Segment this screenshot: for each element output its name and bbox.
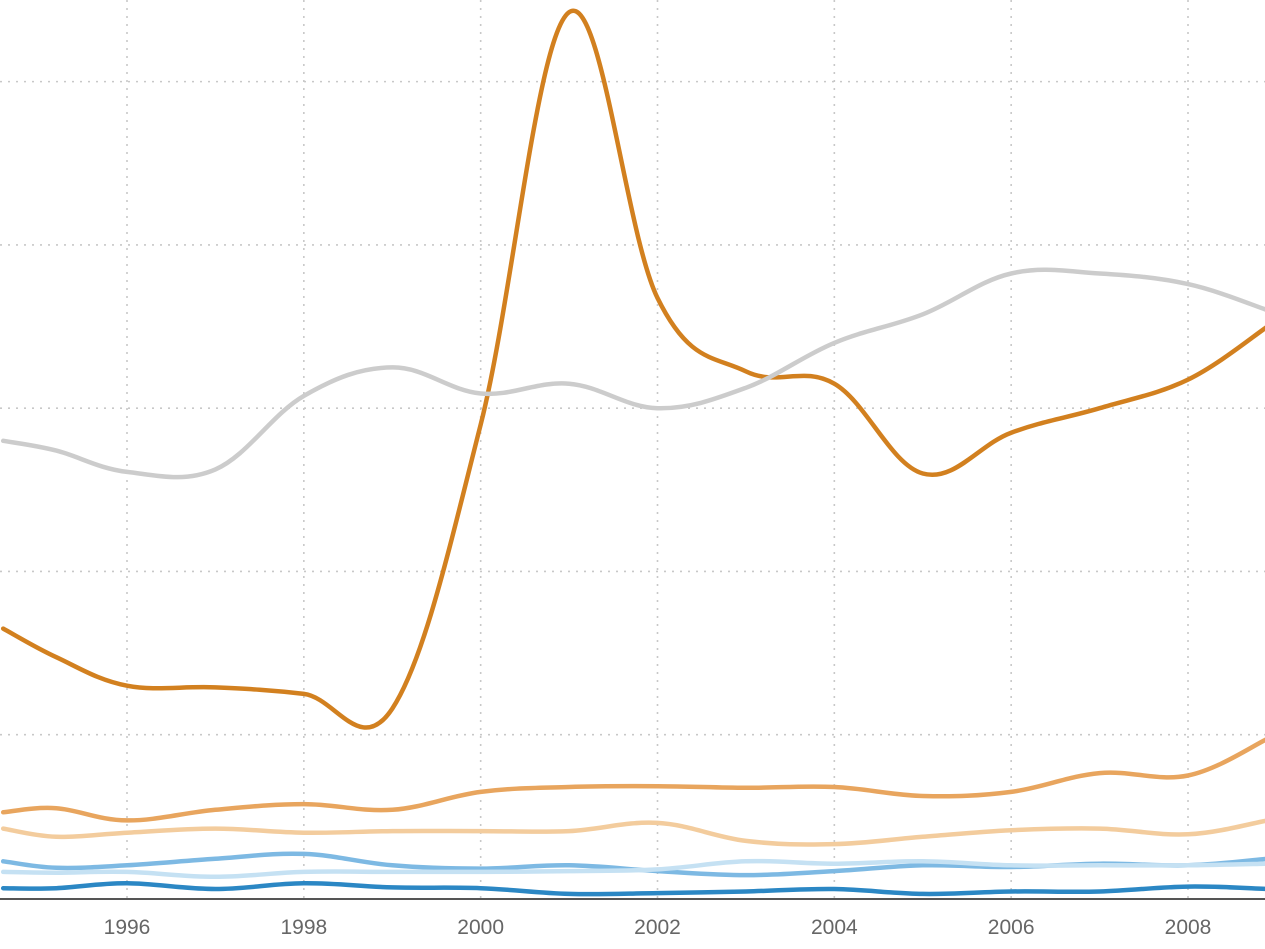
series-layer <box>0 8 1265 897</box>
series-line-2 <box>0 267 1265 480</box>
series-line-1 <box>0 8 1265 730</box>
series-line-7 <box>0 881 1265 897</box>
x-tick-label: 2008 <box>1165 916 1212 939</box>
x-tick-label: 2000 <box>457 916 504 939</box>
x-tick-label: 1998 <box>280 916 327 939</box>
grid-layer <box>0 0 1265 898</box>
series-line-6 <box>0 858 1265 880</box>
x-axis-ticks: 1996 1998 2000 2002 2004 2006 2008 <box>104 916 1212 939</box>
x-tick-label: 2006 <box>988 916 1035 939</box>
series-line-4 <box>0 818 1265 847</box>
x-tick-label: 2002 <box>634 916 681 939</box>
series-line-3 <box>0 737 1265 823</box>
x-tick-label: 1996 <box>104 916 151 939</box>
x-tick-label: 2004 <box>811 916 858 939</box>
